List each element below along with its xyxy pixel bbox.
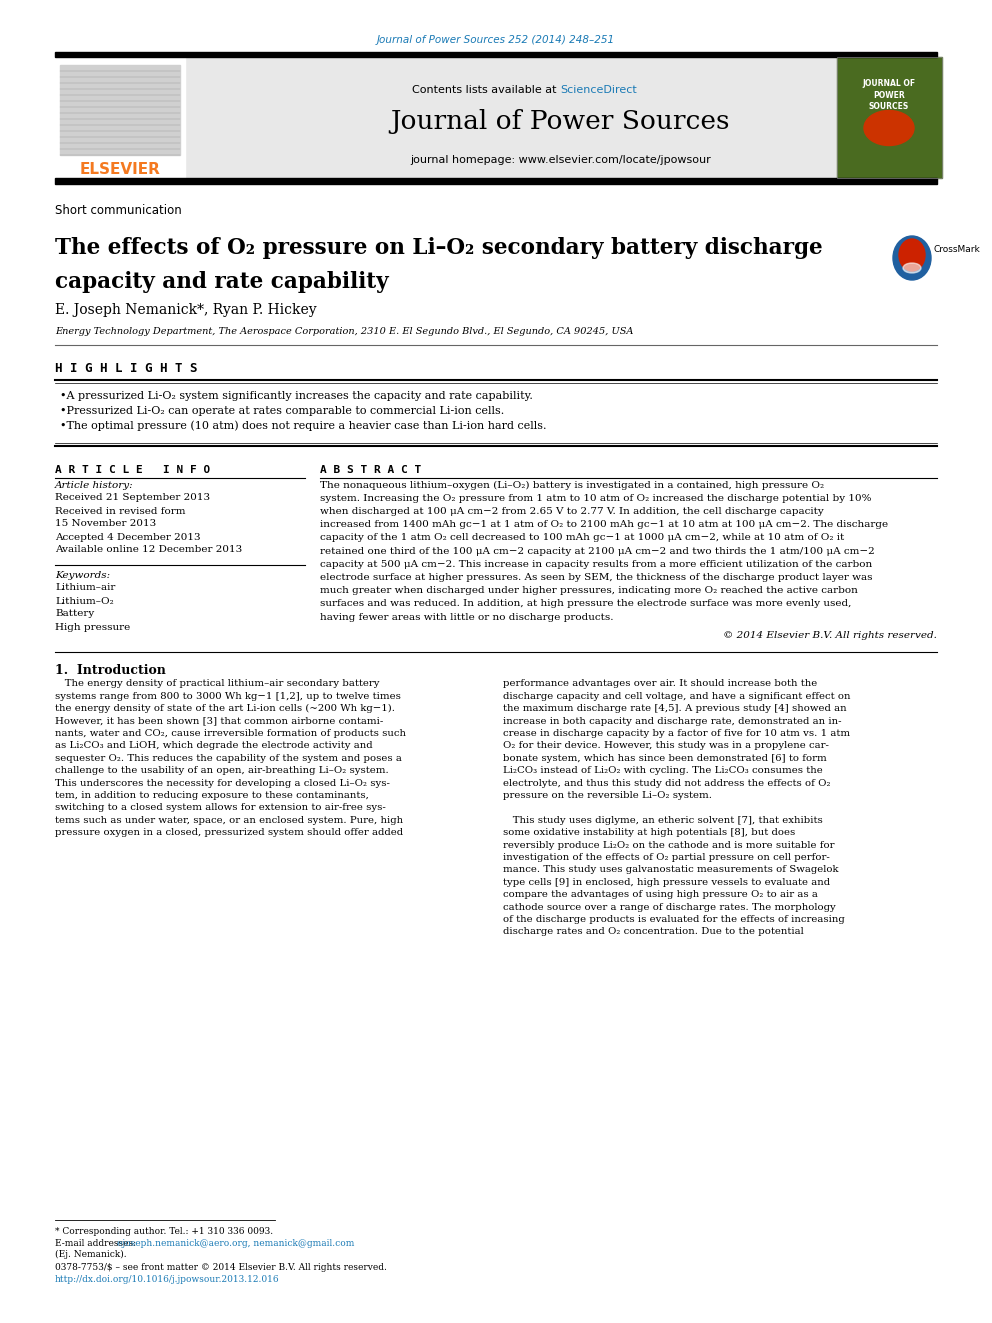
Text: system. Increasing the O₂ pressure from 1 atm to 10 atm of O₂ increased the disc: system. Increasing the O₂ pressure from … (320, 493, 872, 503)
Text: Keywords:: Keywords: (55, 570, 110, 579)
Ellipse shape (893, 235, 931, 280)
Ellipse shape (903, 263, 921, 273)
Text: Available online 12 December 2013: Available online 12 December 2013 (55, 545, 242, 554)
Text: journal homepage: www.elsevier.com/locate/jpowsour: journal homepage: www.elsevier.com/locat… (410, 155, 711, 165)
Text: The effects of O₂ pressure on Li–O₂ secondary battery discharge: The effects of O₂ pressure on Li–O₂ seco… (55, 237, 822, 259)
Text: increase in both capacity and discharge rate, demonstrated an in-: increase in both capacity and discharge … (503, 717, 841, 726)
Text: Li₂CO₃ instead of Li₂O₂ with cycling. The Li₂CO₃ consumes the: Li₂CO₃ instead of Li₂O₂ with cycling. Th… (503, 766, 822, 775)
Text: The energy density of practical lithium–air secondary battery: The energy density of practical lithium–… (55, 680, 380, 688)
Text: some oxidative instability at high potentials [8], but does: some oxidative instability at high poten… (503, 828, 796, 837)
Text: nants, water and CO₂, cause irreversible formation of products such: nants, water and CO₂, cause irreversible… (55, 729, 406, 738)
Text: •A pressurized Li-O₂ system significantly increases the capacity and rate capabi: •A pressurized Li-O₂ system significantl… (60, 392, 533, 401)
Text: Article history:: Article history: (55, 480, 134, 490)
Bar (55, 57, 185, 179)
Text: •The optimal pressure (10 atm) does not require a heavier case than Li-ion hard : •The optimal pressure (10 atm) does not … (60, 421, 547, 431)
Text: Battery: Battery (55, 610, 94, 618)
Text: © 2014 Elsevier B.V. All rights reserved.: © 2014 Elsevier B.V. All rights reserved… (723, 631, 937, 640)
Text: discharge capacity and cell voltage, and have a significant effect on: discharge capacity and cell voltage, and… (503, 692, 850, 701)
Text: much greater when discharged under higher pressures, indicating more O₂ reached : much greater when discharged under highe… (320, 586, 858, 595)
Text: CrossMark: CrossMark (934, 246, 981, 254)
Text: 1.  Introduction: 1. Introduction (55, 664, 166, 676)
Text: switching to a closed system allows for extension to air-free sys-: switching to a closed system allows for … (55, 803, 386, 812)
Text: Journal of Power Sources 252 (2014) 248–251: Journal of Power Sources 252 (2014) 248–… (377, 34, 615, 45)
Text: A B S T R A C T: A B S T R A C T (320, 464, 422, 475)
Text: Energy Technology Department, The Aerospace Corporation, 2310 E. El Segundo Blvd: Energy Technology Department, The Aerosp… (55, 328, 633, 336)
Text: of the discharge products is evaluated for the effects of increasing: of the discharge products is evaluated f… (503, 916, 845, 923)
Text: pressure oxygen in a closed, pressurized system should offer added: pressure oxygen in a closed, pressurized… (55, 828, 403, 837)
Text: * Corresponding author. Tel.: +1 310 336 0093.: * Corresponding author. Tel.: +1 310 336… (55, 1228, 273, 1237)
Bar (837, 57, 942, 179)
Text: However, it has been shown [3] that common airborne contami-: However, it has been shown [3] that comm… (55, 717, 383, 726)
Text: when discharged at 100 μA cm−2 from 2.65 V to 2.77 V. In addition, the cell disc: when discharged at 100 μA cm−2 from 2.65… (320, 507, 823, 516)
Text: as Li₂CO₃ and LiOH, which degrade the electrode activity and: as Li₂CO₃ and LiOH, which degrade the el… (55, 741, 373, 750)
Text: bonate system, which has since been demonstrated [6] to form: bonate system, which has since been demo… (503, 754, 826, 763)
Text: systems range from 800 to 3000 Wh kg−1 [1,2], up to twelve times: systems range from 800 to 3000 Wh kg−1 [… (55, 692, 401, 701)
Text: capacity of the 1 atm O₂ cell decreased to 100 mAh gc−1 at 1000 μA cm−2, while a: capacity of the 1 atm O₂ cell decreased … (320, 533, 844, 542)
Text: increased from 1400 mAh gc−1 at 1 atm of O₂ to 2100 mAh gc−1 at 10 atm at 100 μA: increased from 1400 mAh gc−1 at 1 atm of… (320, 520, 888, 529)
Text: discharge rates and O₂ concentration. Due to the potential: discharge rates and O₂ concentration. Du… (503, 927, 804, 937)
Text: E. Joseph Nemanick*, Ryan P. Hickey: E. Joseph Nemanick*, Ryan P. Hickey (55, 303, 316, 318)
Text: Accepted 4 December 2013: Accepted 4 December 2013 (55, 532, 200, 541)
Text: High pressure: High pressure (55, 623, 130, 631)
Text: the energy density of state of the art Li-ion cells (~200 Wh kg−1).: the energy density of state of the art L… (55, 704, 395, 713)
Text: tem, in addition to reducing exposure to these contaminants,: tem, in addition to reducing exposure to… (55, 791, 369, 800)
Text: 0378-7753/$ – see front matter © 2014 Elsevier B.V. All rights reserved.: 0378-7753/$ – see front matter © 2014 El… (55, 1263, 387, 1273)
Text: capacity at 500 μA cm−2. This increase in capacity results from a more efficient: capacity at 500 μA cm−2. This increase i… (320, 560, 872, 569)
Text: sequester O₂. This reduces the capability of the system and poses a: sequester O₂. This reduces the capabilit… (55, 754, 402, 763)
Text: JOURNAL OF
POWER
SOURCES: JOURNAL OF POWER SOURCES (862, 79, 916, 111)
Text: challenge to the usability of an open, air-breathing Li–O₂ system.: challenge to the usability of an open, a… (55, 766, 389, 775)
Text: This underscores the necessity for developing a closed Li–O₂ sys-: This underscores the necessity for devel… (55, 779, 390, 787)
Text: type cells [9] in enclosed, high pressure vessels to evaluate and: type cells [9] in enclosed, high pressur… (503, 878, 830, 886)
Text: E-mail addresses:: E-mail addresses: (55, 1238, 139, 1248)
Text: A R T I C L E   I N F O: A R T I C L E I N F O (55, 464, 210, 475)
Text: cathode source over a range of discharge rates. The morphology: cathode source over a range of discharge… (503, 902, 835, 912)
Text: This study uses diglyme, an etheric solvent [7], that exhibits: This study uses diglyme, an etheric solv… (503, 816, 822, 826)
Text: O₂ for their device. However, this study was in a propylene car-: O₂ for their device. However, this study… (503, 741, 829, 750)
Bar (185, 57, 937, 179)
Text: the maximum discharge rate [4,5]. A previous study [4] showed an: the maximum discharge rate [4,5]. A prev… (503, 704, 846, 713)
Text: having fewer areas with little or no discharge products.: having fewer areas with little or no dis… (320, 613, 613, 622)
Text: tems such as under water, space, or an enclosed system. Pure, high: tems such as under water, space, or an e… (55, 816, 403, 826)
Text: ScienceDirect: ScienceDirect (560, 85, 637, 95)
Text: investigation of the effects of O₂ partial pressure on cell perfor-: investigation of the effects of O₂ parti… (503, 853, 829, 863)
Text: (Ej. Nemanick).: (Ej. Nemanick). (55, 1249, 127, 1258)
Text: crease in discharge capacity by a factor of five for 10 atm vs. 1 atm: crease in discharge capacity by a factor… (503, 729, 850, 738)
Text: Contents lists available at: Contents lists available at (413, 85, 560, 95)
Text: Received in revised form: Received in revised form (55, 507, 186, 516)
Text: Journal of Power Sources: Journal of Power Sources (391, 110, 730, 135)
Text: mance. This study uses galvanostatic measurements of Swagelok: mance. This study uses galvanostatic mea… (503, 865, 838, 875)
Text: retained one third of the 100 μA cm−2 capacity at 2100 μA cm−2 and two thirds th: retained one third of the 100 μA cm−2 ca… (320, 546, 875, 556)
Text: The nonaqueous lithium–oxygen (Li–O₂) battery is investigated in a contained, hi: The nonaqueous lithium–oxygen (Li–O₂) ba… (320, 480, 824, 490)
Text: H I G H L I G H T S: H I G H L I G H T S (55, 361, 197, 374)
Text: Lithium–air: Lithium–air (55, 583, 115, 593)
Bar (55, 52, 937, 57)
Text: surfaces and was reduced. In addition, at high pressure the electrode surface wa: surfaces and was reduced. In addition, a… (320, 599, 851, 609)
Ellipse shape (864, 111, 914, 146)
Text: Received 21 September 2013: Received 21 September 2013 (55, 493, 210, 503)
Text: electrode surface at higher pressures. As seen by SEM, the thickness of the disc: electrode surface at higher pressures. A… (320, 573, 873, 582)
Text: Lithium–O₂: Lithium–O₂ (55, 597, 114, 606)
Bar (55, 179, 937, 184)
Text: pressure on the reversible Li–O₂ system.: pressure on the reversible Li–O₂ system. (503, 791, 712, 800)
Text: •Pressurized Li-O₂ can operate at rates comparable to commercial Li-ion cells.: •Pressurized Li-O₂ can operate at rates … (60, 406, 504, 415)
Text: capacity and rate capability: capacity and rate capability (55, 271, 389, 292)
Bar (837, 57, 942, 179)
Text: compare the advantages of using high pressure O₂ to air as a: compare the advantages of using high pre… (503, 890, 817, 900)
Text: electrolyte, and thus this study did not address the effects of O₂: electrolyte, and thus this study did not… (503, 779, 830, 787)
Ellipse shape (899, 239, 925, 271)
Text: 15 November 2013: 15 November 2013 (55, 520, 157, 528)
Text: performance advantages over air. It should increase both the: performance advantages over air. It shou… (503, 680, 817, 688)
Text: Short communication: Short communication (55, 204, 182, 217)
Text: reversibly produce Li₂O₂ on the cathode and is more suitable for: reversibly produce Li₂O₂ on the cathode … (503, 840, 834, 849)
Text: ELSEVIER: ELSEVIER (79, 163, 161, 177)
Text: http://dx.doi.org/10.1016/j.jpowsour.2013.12.016: http://dx.doi.org/10.1016/j.jpowsour.201… (55, 1274, 280, 1283)
Bar (60, 65, 180, 155)
Text: ejoseph.nemanick@aero.org, nemanick@gmail.com: ejoseph.nemanick@aero.org, nemanick@gmai… (117, 1238, 354, 1248)
